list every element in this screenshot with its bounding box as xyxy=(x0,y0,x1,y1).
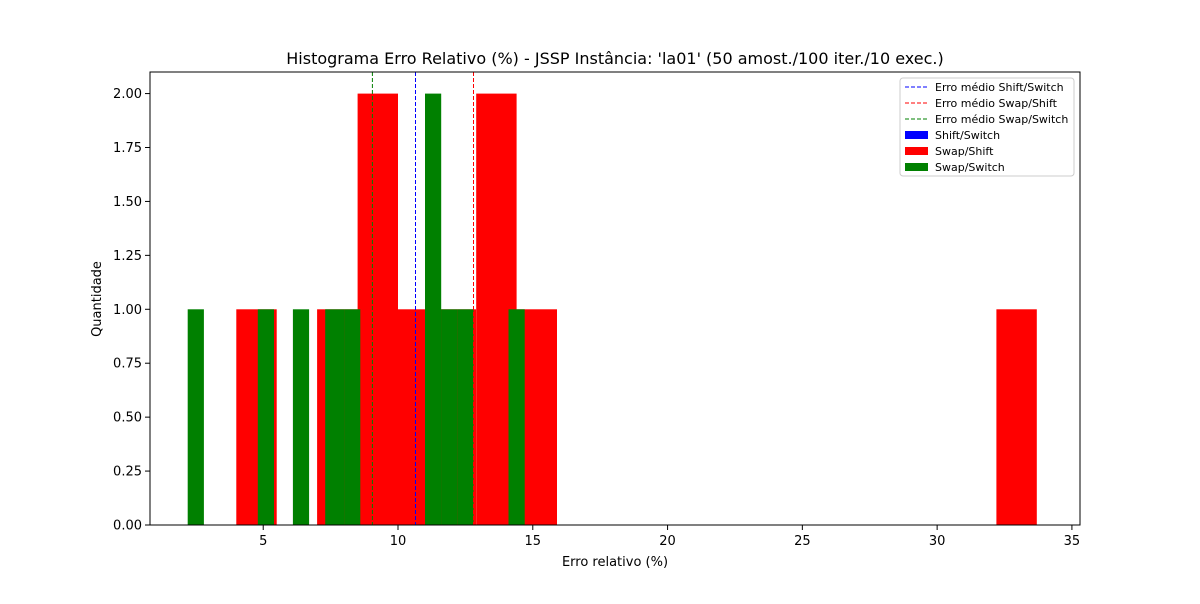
legend-label: Swap/Switch xyxy=(935,161,1005,174)
x-tick-label: 25 xyxy=(794,534,811,549)
x-tick-label: 35 xyxy=(1064,534,1081,549)
y-tick-label: 1.25 xyxy=(113,249,142,264)
y-tick-label: 0.50 xyxy=(113,411,142,426)
bar-swap-switch-5 xyxy=(425,93,442,525)
legend-patch-swatch xyxy=(905,163,928,171)
legend-label: Swap/Shift xyxy=(935,145,994,158)
y-axis-ticks: 0.00 0.25 0.50 0.75 1.00 1.25 1.50 1.75 2.00 xyxy=(113,87,150,534)
bar-swap-switch-0 xyxy=(187,309,204,525)
bar-swap-switch-1 xyxy=(257,309,274,525)
y-axis-label: Quantidade xyxy=(90,261,105,337)
legend-label: Erro médio Swap/Switch xyxy=(935,113,1068,126)
bar-swap-switch-6 xyxy=(441,309,458,525)
plot-frame xyxy=(149,71,1081,526)
x-tick-label: 20 xyxy=(659,534,676,549)
y-tick-label: 0.75 xyxy=(113,357,142,372)
legend-patch-swatch xyxy=(905,147,928,155)
x-tick-label: 10 xyxy=(390,534,407,549)
legend-label: Shift/Switch xyxy=(935,129,1000,142)
bar-swap-switch-8 xyxy=(508,309,525,525)
y-tick-label: 0.00 xyxy=(113,519,142,534)
x-tick-label: 5 xyxy=(259,534,267,549)
x-tick-label: 15 xyxy=(525,534,542,549)
bar-swap-switch-4 xyxy=(344,309,361,525)
bar-swap-switch-7 xyxy=(457,309,474,525)
x-axis-label: Erro relativo (%) xyxy=(562,555,668,570)
legend: Erro médio Shift/Switch Erro médio Swap/S… xyxy=(899,77,1075,177)
mean-lines-layer xyxy=(371,72,474,525)
legend-label: Erro médio Swap/Shift xyxy=(935,97,1058,110)
bar-swap-shift-2 xyxy=(357,93,398,525)
x-axis-ticks: 5 10 15 20 25 30 35 xyxy=(259,525,1080,549)
bar-swap-shift-7 xyxy=(996,309,1037,525)
x-tick-label: 30 xyxy=(929,534,946,549)
bar-swap-switch-3 xyxy=(325,309,345,525)
legend-label: Erro médio Shift/Switch xyxy=(935,81,1064,94)
y-tick-label: 0.25 xyxy=(113,465,142,480)
legend-patch-swatch xyxy=(905,131,928,139)
legend-box xyxy=(899,77,1075,177)
chart-title: Histograma Erro Relativo (%) - JSSP Inst… xyxy=(286,49,943,68)
bar-swap-switch-2 xyxy=(292,309,310,525)
bars-layer xyxy=(187,93,1037,525)
y-tick-label: 1.00 xyxy=(113,303,142,318)
y-tick-label: 1.75 xyxy=(113,141,142,156)
y-tick-label: 2.00 xyxy=(113,87,142,102)
y-tick-label: 1.50 xyxy=(113,195,142,210)
